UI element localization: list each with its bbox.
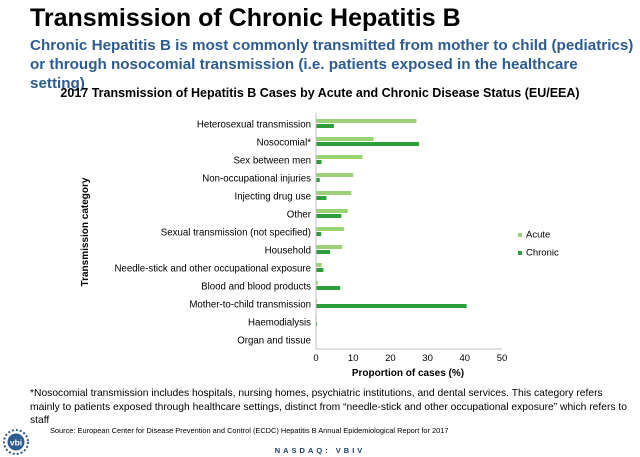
chart-legend: Acute Chronic (518, 230, 559, 259)
bar-acute (316, 173, 354, 177)
bar-chronic (316, 142, 420, 146)
y-axis-label: Transmission category (80, 177, 91, 286)
legend-swatch (518, 251, 522, 255)
x-tick-label: 20 (385, 353, 396, 364)
x-tick-label: 50 (497, 353, 508, 364)
x-tick-labels: 0 10 20 30 40 50 (313, 353, 507, 364)
category-label: Household (265, 246, 311, 257)
bar-acute (316, 299, 318, 303)
logo-text: vbi (10, 438, 22, 448)
category-label: Organ and tissue (237, 336, 311, 347)
x-tick-label: 10 (348, 353, 359, 364)
chart-bars (316, 119, 467, 344)
bar-acute (316, 227, 344, 231)
bar-acute (316, 119, 417, 123)
x-tick-label: 30 (422, 353, 433, 364)
bar-acute (316, 263, 322, 267)
x-tick-label: 40 (460, 353, 471, 364)
category-label: Non-occupational injuries (202, 174, 311, 185)
category-label: Sex between men (233, 156, 311, 167)
chart-title: 2017 Transmission of Hepatitis B Cases b… (60, 86, 580, 100)
bar-chronic (316, 214, 342, 218)
slide-title: Transmission of Chronic Hepatitis B (30, 4, 461, 32)
source-note: Source: European Center for Disease Prev… (50, 426, 449, 435)
bar-acute (316, 245, 343, 249)
bar-chronic (316, 322, 318, 326)
legend-label: Chronic (526, 248, 559, 259)
bar-chronic (316, 232, 322, 236)
category-label: Sexual transmission (not specified) (161, 228, 311, 239)
bar-chronic (316, 160, 322, 164)
category-labels: Heterosexual transmission Nosocomial* Sex … (114, 120, 311, 347)
category-label: Haemodialysis (248, 318, 311, 329)
x-axis-label: Proportion of cases (%) (352, 368, 464, 379)
bar-chronic (316, 268, 324, 272)
category-label: Other (287, 210, 312, 221)
category-label: Nosocomial* (257, 138, 312, 149)
bar-chronic (316, 178, 320, 182)
bar-chart: Heterosexual transmission Nosocomial* Sex … (80, 113, 559, 379)
bar-acute (316, 155, 363, 159)
bar-acute (316, 281, 318, 285)
bar-chronic (316, 304, 467, 308)
legend-swatch (518, 233, 522, 237)
chart-axes (315, 113, 502, 350)
slide-subtitle: Chronic Hepatitis B is most commonly tra… (30, 37, 634, 92)
bar-chronic (316, 124, 334, 128)
bar-acute (316, 191, 352, 195)
vbi-logo: vbi (3, 429, 29, 455)
bar-chronic (316, 196, 327, 200)
bar-chronic (316, 250, 331, 254)
footnote: *Nosocomial transmission includes hospit… (30, 388, 627, 426)
category-label: Injecting drug use (235, 192, 311, 203)
bar-chronic (316, 286, 341, 290)
category-label: Blood and blood products (201, 282, 311, 293)
category-label: Heterosexual transmission (197, 120, 311, 131)
legend-label: Acute (526, 230, 550, 241)
nasdaq-ticker: NASDAQ: VBIV (274, 446, 366, 455)
bar-acute (316, 137, 374, 141)
category-label: Needle-stick and other occupational expo… (114, 264, 311, 275)
bar-acute (316, 209, 348, 213)
x-tick-label: 0 (313, 353, 318, 364)
category-label: Mother-to-child transmission (189, 300, 311, 311)
